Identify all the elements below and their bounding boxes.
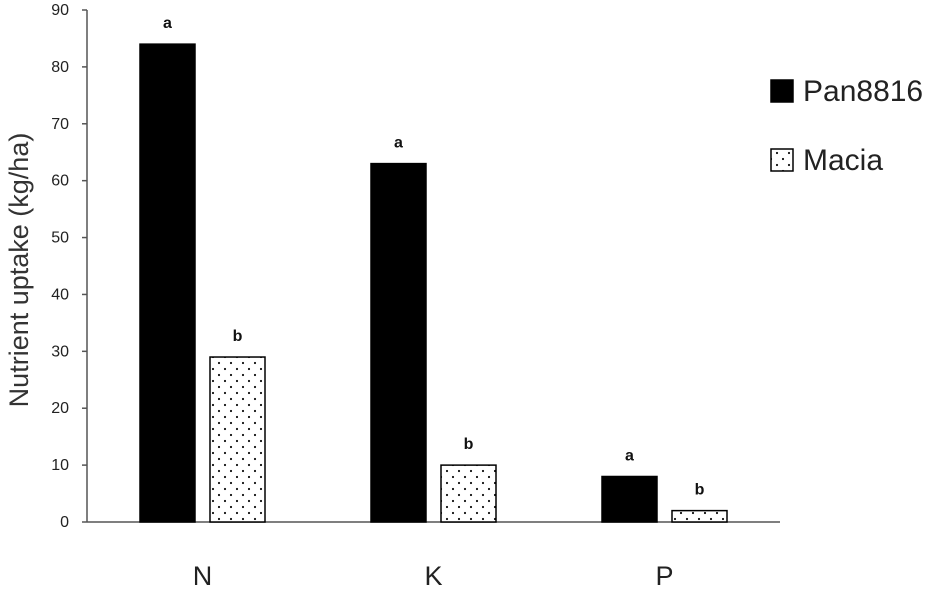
- bar-pan8816-n: [139, 43, 196, 523]
- legend: Pan8816 Macia: [770, 75, 923, 177]
- legend-swatch-macia: [770, 148, 794, 172]
- bar-macia-k: [440, 464, 497, 523]
- y-tick-label: 60: [51, 173, 69, 190]
- y-tick-label: 90: [51, 2, 69, 19]
- x-category-label: K: [424, 561, 442, 591]
- significance-label: b: [464, 436, 474, 453]
- significance-label: b: [695, 482, 705, 499]
- legend-label-pan8816: Pan8816: [803, 75, 923, 108]
- significance-label: b: [233, 328, 243, 345]
- bars: [139, 43, 728, 523]
- y-tick-label: 80: [51, 59, 69, 76]
- x-category-label: N: [193, 561, 213, 591]
- y-tick-label: 40: [51, 286, 69, 303]
- significance-label: a: [625, 447, 634, 464]
- y-axis-label: Nutrient uptake (kg/ha): [4, 133, 34, 408]
- x-category-label: P: [655, 561, 673, 591]
- legend-swatch-pan8816: [770, 79, 794, 103]
- y-tick-label: 70: [51, 116, 69, 133]
- bar-macia-p: [671, 509, 728, 523]
- significance-label: a: [163, 15, 172, 32]
- bar-macia-n: [209, 356, 266, 523]
- bar-pan8816-p: [601, 475, 658, 523]
- y-tick-label: 20: [51, 400, 69, 417]
- significance-label: a: [394, 135, 403, 152]
- y-tick-label: 30: [51, 343, 69, 360]
- bar-pan8816-k: [370, 162, 427, 523]
- y-axis: 0 10 20 30 40 50 60 70 80 90: [51, 2, 88, 531]
- y-tick-label: 0: [60, 514, 69, 531]
- y-tick-label: 50: [51, 230, 69, 247]
- y-tick-label: 10: [51, 457, 69, 474]
- significance-labels: a b a b a b: [163, 15, 705, 498]
- legend-label-macia: Macia: [803, 144, 883, 177]
